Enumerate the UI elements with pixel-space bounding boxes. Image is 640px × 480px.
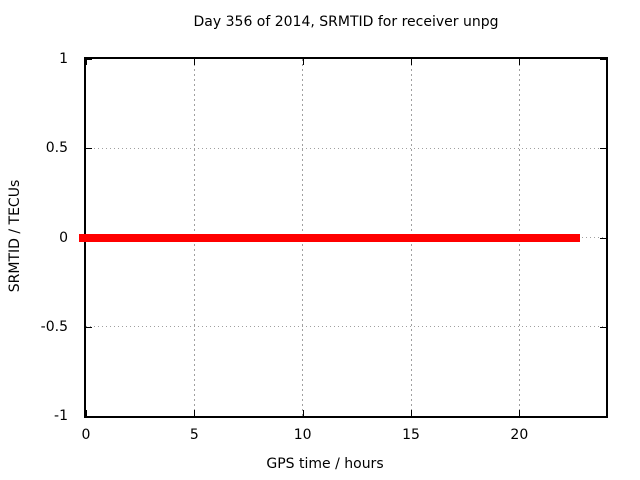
y-tick-mark: [600, 416, 606, 417]
x-tick-mark: [302, 410, 304, 416]
y-tick-mark: [600, 148, 606, 150]
x-tick-mark: [302, 59, 304, 65]
x-tick-mark: [86, 59, 87, 65]
x-axis-label: GPS time / hours: [266, 456, 384, 472]
x-tick-label: 10: [293, 427, 312, 443]
x-tick-mark: [519, 410, 521, 416]
srmtid-series-line: [79, 233, 580, 242]
x-tick-mark: [411, 410, 412, 416]
y-tick-label: 0.5: [45, 140, 68, 157]
x-tick-mark: [194, 59, 196, 65]
x-tick-mark: [194, 410, 196, 416]
y-tick-label: -1: [54, 408, 68, 424]
plot-area: [79, 57, 608, 418]
x-tick-mark: [411, 59, 412, 65]
chart-title: Day 356 of 2014, SRMTID for receiver unp…: [193, 14, 499, 30]
x-tick-label: 5: [189, 427, 199, 443]
y-tick-label: 1: [59, 51, 68, 67]
y-tick-mark: [600, 237, 606, 239]
x-tick-label: 20: [510, 427, 529, 443]
x-tick-label: 15: [402, 427, 420, 443]
y-tick-mark: [600, 59, 606, 60]
x-tick-mark: [519, 59, 521, 65]
y-tick-mark: [600, 326, 606, 328]
y-tick-mark: [86, 59, 92, 60]
x-tick-mark: [86, 410, 87, 416]
grid-line-horizontal: [86, 147, 606, 149]
y-tick-mark: [86, 148, 92, 150]
grid-line-horizontal: [86, 326, 606, 328]
y-tick-mark: [86, 326, 92, 328]
y-tick-label: 0: [59, 229, 68, 246]
x-tick-label: 0: [81, 427, 91, 443]
y-tick-mark: [86, 416, 92, 417]
y-tick-label: -0.5: [40, 318, 68, 335]
